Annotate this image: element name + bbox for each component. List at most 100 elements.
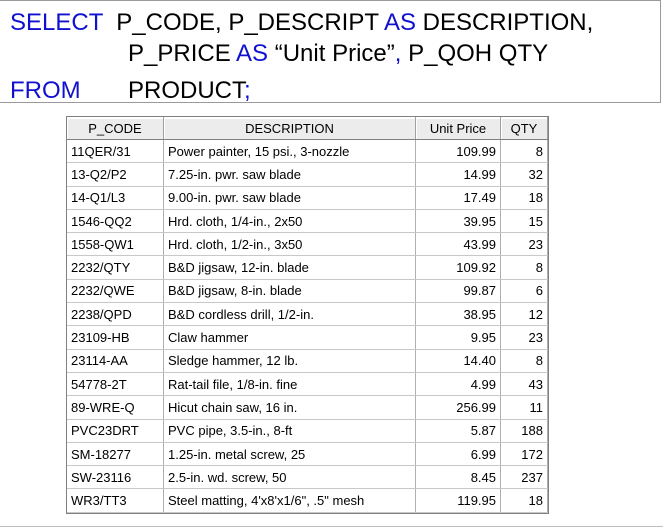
cell-unit-price[interactable]: 6.99 (415, 442, 501, 467)
select-columns-part4: “Unit Price” (268, 40, 395, 67)
table-row[interactable]: PVC23DRT PVC pipe, 3.5-in., 8-ft 5.87 188 (67, 419, 548, 443)
cell-qty[interactable]: 8 (500, 349, 548, 373)
cell-unit-price[interactable]: 14.99 (415, 162, 501, 187)
cell-qty[interactable]: 32 (500, 162, 548, 187)
cell-description[interactable]: 1.25-in. metal screw, 25 (163, 442, 416, 467)
cell-unit-price[interactable]: 38.95 (415, 302, 501, 327)
table-row[interactable]: 13-Q2/P2 7.25-in. pwr. saw blade 14.99 32 (67, 162, 548, 187)
cell-unit-price[interactable]: 4.99 (415, 372, 501, 397)
cell-unit-price[interactable]: 119.95 (415, 488, 501, 513)
cell-description[interactable]: Power painter, 15 psi., 3-nozzle (163, 139, 416, 164)
cell-description[interactable]: Hrd. cloth, 1/4-in., 2x50 (163, 209, 416, 234)
result-table: P_CODE DESCRIPTION Unit Price QTY 11QER/… (67, 117, 548, 513)
cell-unit-price[interactable]: 256.99 (415, 395, 501, 420)
cell-p-code[interactable]: 2232/QTY (67, 255, 164, 280)
cell-qty[interactable]: 188 (500, 419, 548, 443)
cell-unit-price[interactable]: 109.92 (415, 255, 501, 280)
cell-p-code[interactable]: WR3/TT3 (67, 488, 164, 513)
sql-line-select: SELECT P_CODE, P_DESCRIPT AS DESCRIPTION… (10, 9, 593, 37)
table-row[interactable]: SW-23116 2.5-in. wd. screw, 50 8.45 237 (67, 465, 548, 490)
cell-unit-price[interactable]: 99.87 (415, 279, 501, 304)
column-header-qty[interactable]: QTY (500, 117, 548, 140)
table-row[interactable]: 2238/QPD B&D cordless drill, 1/2-in. 38.95… (67, 302, 548, 327)
table-row[interactable]: 2232/QTY B&D jigsaw, 12-in. blade 109.92 8 (67, 255, 548, 280)
cell-p-code[interactable]: 89-WRE-Q (67, 395, 164, 420)
query-result-grid: P_CODE DESCRIPTION Unit Price QTY 11QER/… (66, 116, 549, 514)
cell-description[interactable]: 9.00-in. pwr. saw blade (163, 186, 416, 210)
cell-p-code[interactable]: 14-Q1/L3 (67, 186, 164, 210)
table-row[interactable]: WR3/TT3 Steel matting, 4'x8'x1/6", .5" me… (67, 488, 548, 513)
cell-unit-price[interactable]: 5.87 (415, 419, 501, 443)
cell-p-code[interactable]: 13-Q2/P2 (67, 162, 164, 187)
column-header-p-code[interactable]: P_CODE (67, 117, 164, 140)
keyword-as-2: AS (236, 40, 269, 67)
table-row[interactable]: 2232/QWE B&D jigsaw, 8-in. blade 99.87 6 (67, 279, 548, 304)
cell-description[interactable]: Rat-tail file, 1/8-in. fine (163, 372, 416, 397)
keyword-select: SELECT (10, 9, 103, 36)
select-columns-part1: P_CODE, P_DESCRIPT (116, 9, 384, 36)
bottom-divider (0, 526, 663, 527)
cell-description[interactable]: B&D jigsaw, 12-in. blade (163, 255, 416, 280)
cell-unit-price[interactable]: 8.45 (415, 465, 501, 490)
cell-qty[interactable]: 15 (500, 209, 548, 234)
table-row[interactable]: 89-WRE-Q Hicut chain saw, 16 in. 256.99 11 (67, 395, 548, 420)
cell-p-code[interactable]: 23114-AA (67, 349, 164, 373)
cell-qty[interactable]: 23 (500, 325, 548, 350)
cell-qty[interactable]: 11 (500, 395, 548, 420)
comma-separator: , (394, 40, 402, 67)
cell-description[interactable]: 2.5-in. wd. screw, 50 (163, 465, 416, 490)
cell-description[interactable]: Hicut chain saw, 16 in. (163, 395, 416, 420)
cell-p-code[interactable]: PVC23DRT (67, 419, 164, 443)
table-row[interactable]: 1546-QQ2 Hrd. cloth, 1/4-in., 2x50 39.95 15 (67, 209, 548, 234)
cell-qty[interactable]: 18 (500, 488, 548, 513)
keyword-from: FROM (10, 77, 81, 104)
cell-qty[interactable]: 6 (500, 279, 548, 304)
cell-p-code[interactable]: 1558-QW1 (67, 232, 164, 257)
cell-unit-price[interactable]: 109.99 (415, 139, 501, 164)
cell-unit-price[interactable]: 39.95 (415, 209, 501, 234)
cell-p-code[interactable]: 2232/QWE (67, 279, 164, 304)
cell-p-code[interactable]: 23109-HB (67, 325, 164, 350)
cell-qty[interactable]: 18 (500, 186, 548, 210)
keyword-as-1: AS (383, 9, 416, 36)
cell-qty[interactable]: 43 (500, 372, 548, 397)
table-row[interactable]: 14-Q1/L3 9.00-in. pwr. saw blade 17.49 18 (67, 186, 548, 210)
cell-qty[interactable]: 172 (500, 442, 548, 467)
column-header-unit-price[interactable]: Unit Price (415, 117, 501, 140)
sql-line-continuation: P_PRICE AS “Unit Price”, P_QOH QTY (128, 40, 548, 68)
table-row[interactable]: 1558-QW1 Hrd. cloth, 1/2-in., 3x50 43.99 23 (67, 232, 548, 257)
table-row[interactable]: 54778-2T Rat-tail file, 1/8-in. fine 4.99 4… (67, 372, 548, 397)
cell-p-code[interactable]: 11QER/31 (67, 139, 164, 164)
cell-description[interactable]: Claw hammer (163, 325, 416, 350)
select-columns-part3: P_PRICE (128, 40, 237, 67)
column-header-description[interactable]: DESCRIPTION (163, 117, 416, 140)
table-row[interactable]: 23109-HB Claw hammer 9.95 23 (67, 325, 548, 350)
select-columns-part5: P_QOH QTY (401, 40, 549, 67)
table-name: PRODUCT (128, 77, 245, 104)
cell-description[interactable]: Hrd. cloth, 1/2-in., 3x50 (163, 232, 416, 257)
cell-description[interactable]: B&D jigsaw, 8-in. blade (163, 279, 416, 304)
cell-qty[interactable]: 23 (500, 232, 548, 257)
cell-qty[interactable]: 12 (500, 302, 548, 327)
table-row[interactable]: 23114-AA Sledge hammer, 12 lb. 14.40 8 (67, 349, 548, 373)
cell-description[interactable]: B&D cordless drill, 1/2-in. (163, 302, 416, 327)
cell-p-code[interactable]: 2238/QPD (67, 302, 164, 327)
cell-unit-price[interactable]: 43.99 (415, 232, 501, 257)
cell-qty[interactable]: 8 (500, 255, 548, 280)
cell-p-code[interactable]: SW-23116 (67, 465, 164, 490)
cell-p-code[interactable]: 1546-QQ2 (67, 209, 164, 234)
cell-p-code[interactable]: SM-18277 (67, 442, 164, 467)
cell-description[interactable]: Steel matting, 4'x8'x1/6", .5" mesh (163, 488, 416, 513)
cell-description[interactable]: Sledge hammer, 12 lb. (163, 349, 416, 373)
cell-qty[interactable]: 237 (500, 465, 548, 490)
cell-unit-price[interactable]: 14.40 (415, 349, 501, 373)
cell-unit-price[interactable]: 17.49 (415, 186, 501, 210)
cell-description[interactable]: 7.25-in. pwr. saw blade (163, 162, 416, 187)
cell-qty[interactable]: 8 (500, 139, 548, 164)
cell-p-code[interactable]: 54778-2T (67, 372, 164, 397)
cell-unit-price[interactable]: 9.95 (415, 325, 501, 350)
cell-description[interactable]: PVC pipe, 3.5-in., 8-ft (163, 419, 416, 443)
select-columns-part2: DESCRIPTION, (415, 9, 594, 36)
table-row[interactable]: SM-18277 1.25-in. metal screw, 25 6.99 172 (67, 442, 548, 467)
table-row[interactable]: 11QER/31 Power painter, 15 psi., 3-nozzle… (67, 139, 548, 164)
